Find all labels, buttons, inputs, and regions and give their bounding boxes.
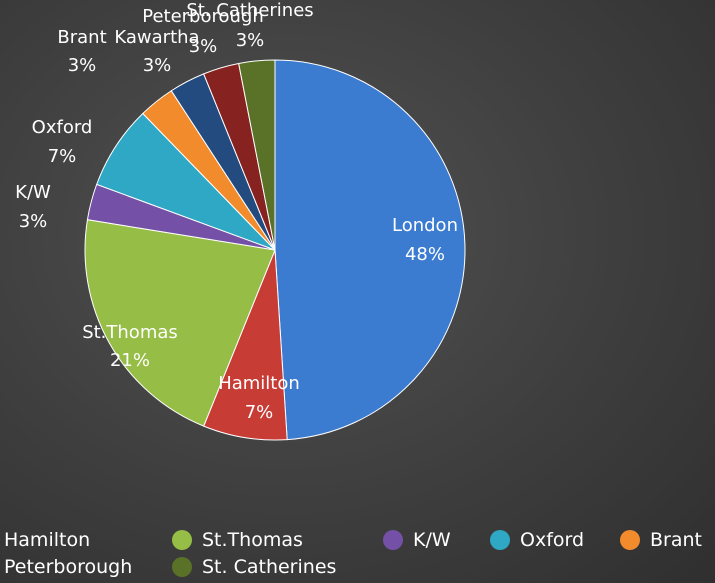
legend-marker-brant (620, 530, 640, 550)
pie-slice-st-catherines (238, 59, 276, 251)
slice-value-st-thomas: 21% (110, 350, 150, 371)
pie-slice-st-thomas (84, 219, 276, 427)
slice-value-peterborough: 3% (189, 36, 218, 57)
legend-label-hamilton: Hamilton (4, 529, 91, 551)
slice-value-london: 48% (405, 244, 445, 265)
legend-marker-st-thomas (172, 530, 192, 550)
slice-name-peterborough: Peterborough (142, 6, 264, 27)
slice-name-st-catherines: St. Catherines (186, 0, 313, 21)
pie-slice-london (274, 59, 466, 441)
slice-value-kawartha: 3% (143, 55, 172, 76)
slice-value-st-catherines: 3% (236, 30, 265, 51)
legend-item-st-thomas: St.Thomas (172, 529, 303, 551)
legend-item-hamilton: Hamilton (4, 529, 90, 551)
slice-value-k-w: 3% (19, 211, 48, 232)
slice-name-oxford: Oxford (32, 117, 93, 138)
legend-label-kw: K/W (413, 529, 451, 551)
legend-item-st-catherines: St. Catherines (172, 556, 336, 578)
slice-name-st-thomas: St.Thomas (82, 322, 178, 343)
legend-label-peterborough: Peterborough (4, 556, 133, 578)
legend-label-st-catherines: St. Catherines (202, 556, 337, 578)
slice-value-hamilton: 7% (245, 402, 274, 423)
slice-name-brant: Brant (57, 27, 106, 48)
legend-item-oxford: Oxford (490, 529, 584, 551)
legend-marker-st-catherines (172, 557, 192, 577)
legend-marker-kw (383, 530, 403, 550)
legend-label-st-thomas: St.Thomas (202, 529, 303, 551)
slice-name-kawartha: Kawartha (114, 27, 199, 48)
legend-item-brant: Brant (620, 529, 702, 551)
slice-name-london: London (392, 215, 458, 236)
slice-value-oxford: 7% (48, 146, 77, 167)
legend-item-kw: K/W (383, 529, 451, 551)
slice-name-k-w: K/W (15, 182, 51, 203)
legend-item-peterborough: Peterborough (4, 556, 132, 578)
legend-label-brant: Brant (650, 529, 702, 551)
slice-value-brant: 3% (68, 55, 97, 76)
legend-marker-oxford (490, 530, 510, 550)
slice-name-hamilton: Hamilton (218, 373, 300, 394)
legend-label-oxford: Oxford (520, 529, 585, 551)
